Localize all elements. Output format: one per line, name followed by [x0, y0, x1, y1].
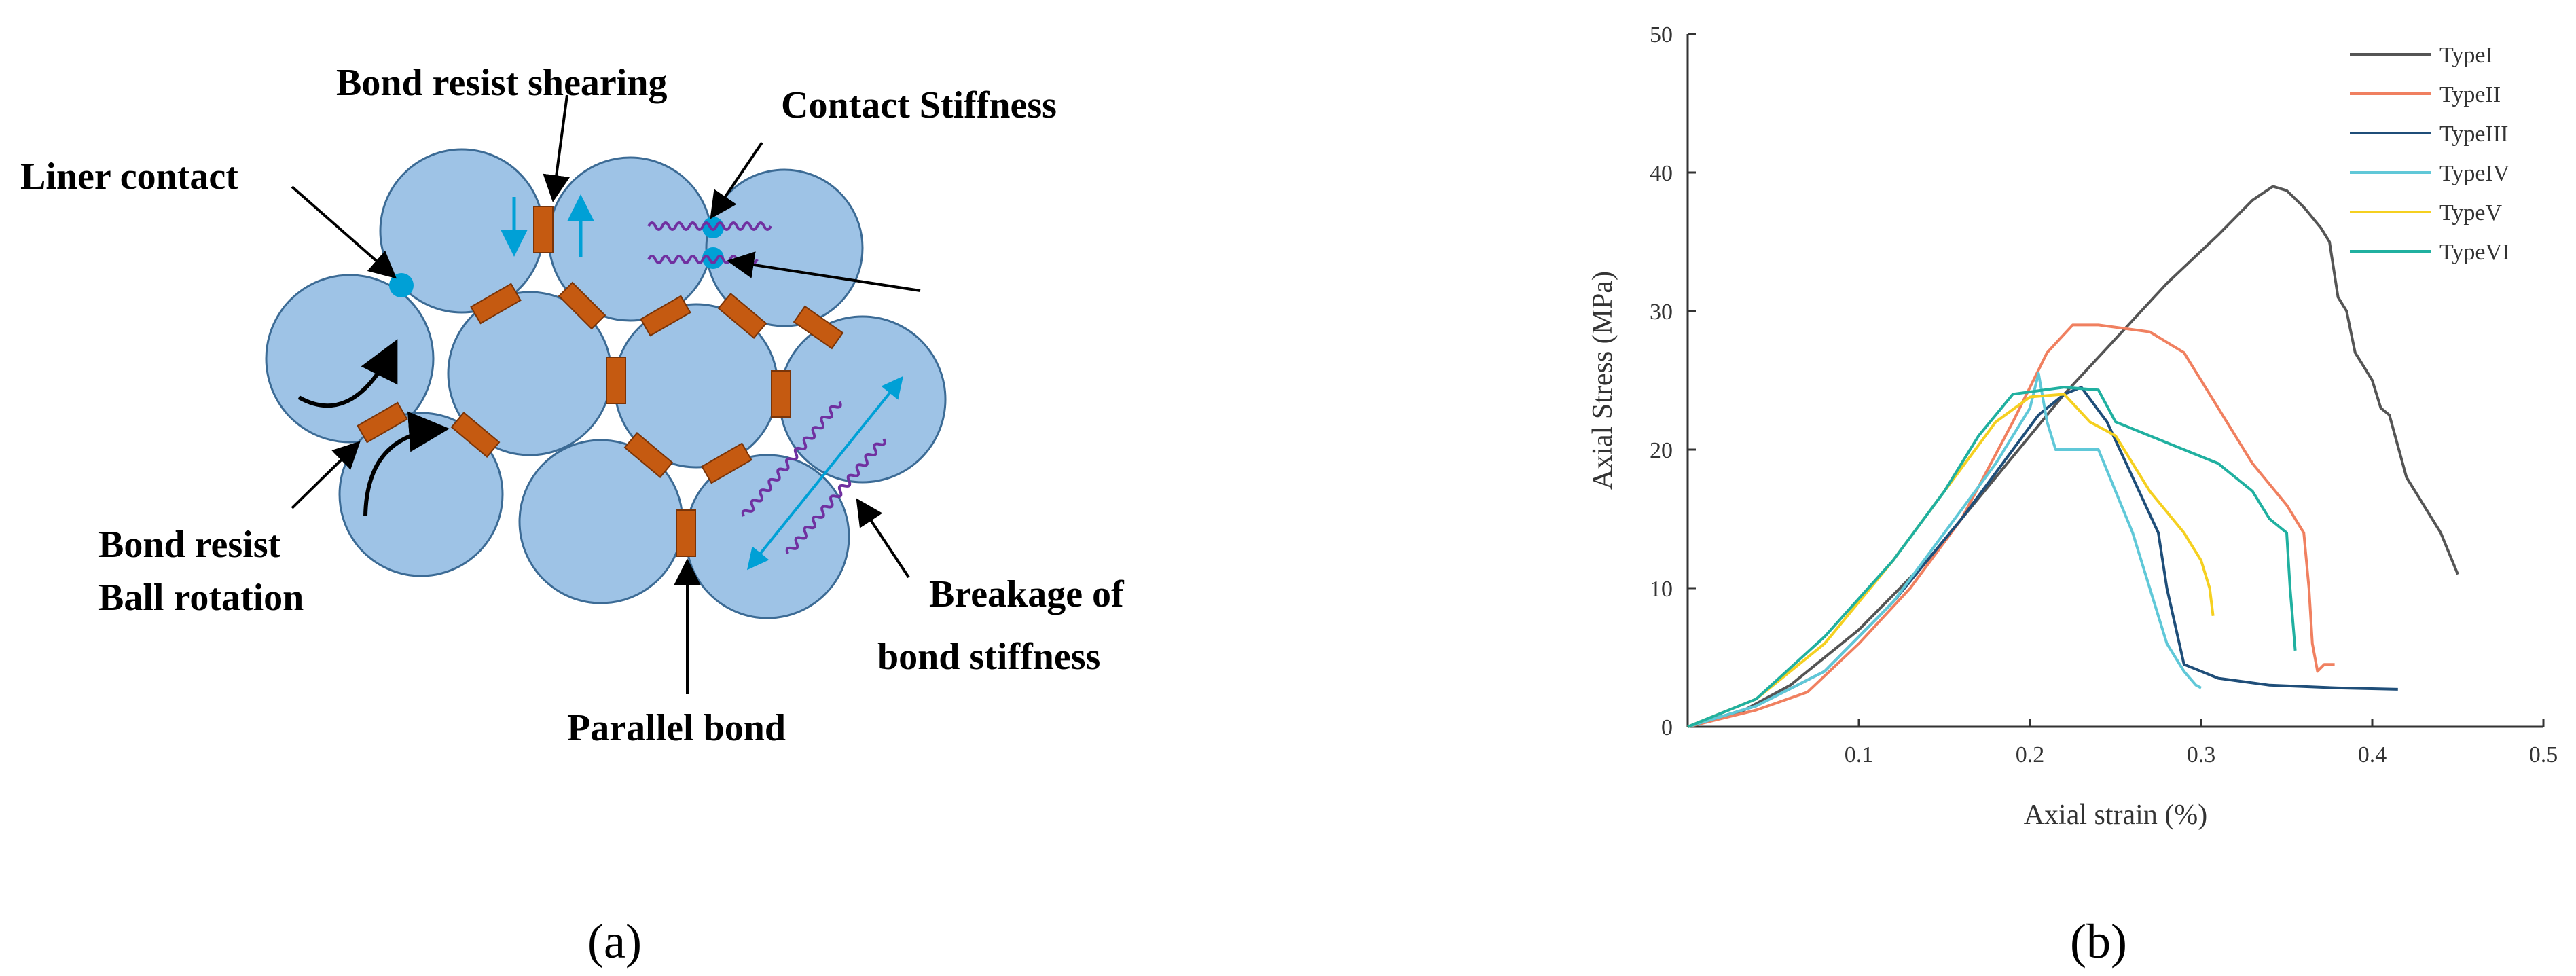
parallel-bond: [533, 206, 554, 253]
legend-label: TypeIV: [2439, 161, 2510, 186]
leader-arrow-icon: [543, 94, 570, 202]
label-liner-contact: Liner contact: [20, 156, 238, 198]
parallel-bond: [470, 283, 522, 325]
y-tick-label: 50: [1650, 22, 1673, 48]
leader-arrow-icon: [727, 251, 921, 292]
parallel-bond: [717, 293, 767, 339]
label-ball-rotation: Ball rotation: [98, 577, 304, 619]
series-line-typeiii: [1687, 386, 2398, 728]
parallel-bond: [357, 401, 408, 444]
series-line-typeii: [1687, 323, 2335, 728]
parallel-bond: [623, 432, 674, 478]
y-tick-label: 40: [1650, 161, 1673, 186]
y-tick-label: 0: [1661, 715, 1673, 740]
parallel-bond: [771, 370, 791, 418]
x-tick-label: 0.1: [1845, 742, 1874, 767]
legend-label: TypeI: [2439, 43, 2493, 68]
parallel-bond: [676, 509, 696, 557]
leader-arrow-icon: [291, 441, 361, 509]
label-contact-stiffness: Contact Stiffness: [781, 84, 1057, 126]
parallel-bond: [640, 295, 691, 337]
legend-label: TypeII: [2439, 82, 2501, 107]
label-bond-stiffness: bond stiffness: [877, 636, 1100, 678]
leader-arrow-icon: [856, 498, 910, 579]
parallel-bond: [701, 442, 752, 484]
x-tick-label: 0.5: [2529, 742, 2558, 767]
y-tick-label: 10: [1650, 577, 1673, 602]
series-lines: [1687, 185, 2459, 728]
y-tick-label: 20: [1650, 438, 1673, 463]
label-breakage: Breakage of: [929, 573, 1125, 615]
legend: TypeI TypeII TypeIII TypeIV TypeV TypeVI: [2350, 43, 2510, 265]
series-line-typeiv: [1687, 372, 2202, 728]
label-parallel-bond: Parallel bond: [567, 707, 786, 749]
contact-spring-icon: [647, 221, 772, 231]
parallel-bond: [558, 281, 606, 330]
x-ticks: 0.1 0.2 0.3 0.4 0.5: [1845, 719, 2558, 767]
caption-b: (b): [2070, 914, 2127, 969]
contact-dot: [702, 247, 724, 269]
parallel-bond: [450, 412, 501, 458]
x-axis-label: Axial strain (%): [2024, 799, 2208, 831]
series-line-typei: [1687, 185, 2459, 728]
particle: [705, 168, 864, 327]
particle: [778, 315, 947, 484]
label-bond-resist-shearing: Bond resist shearing: [336, 62, 667, 104]
leader-arrow-icon: [710, 141, 763, 219]
leader-arrow-icon: [291, 185, 397, 279]
legend-label: TypeVI: [2439, 240, 2509, 265]
parallel-bond: [793, 305, 844, 350]
bond-spring-icon: [741, 401, 842, 517]
bond-spring-icon: [785, 438, 886, 554]
y-tick-label: 30: [1650, 300, 1673, 325]
caption-a: (a): [587, 914, 642, 969]
y-ticks: 0 10 20 30 40 50: [1650, 22, 1696, 740]
contact-dot: [702, 217, 724, 238]
legend-label: TypeIII: [2439, 122, 2508, 147]
rotation-arrow-icon: [297, 339, 398, 408]
parallel-bond: [606, 357, 626, 404]
series-line-typevi: [1687, 386, 2297, 728]
rotation-arrow-icon: [363, 411, 450, 517]
x-tick-label: 0.4: [2358, 742, 2387, 767]
series-line-typev: [1687, 393, 2215, 728]
label-bond-resist: Bond resist: [98, 524, 280, 566]
bond-stiffness-double-arrow-icon: [746, 376, 904, 571]
panel-a-diagram: Liner contact Bond resist shearing Conta…: [20, 62, 1125, 749]
y-axis-label: Axial Stress (MPa): [1587, 271, 1618, 490]
liner-contact-dot: [389, 273, 414, 297]
x-tick-label: 0.3: [2187, 742, 2216, 767]
legend-label: TypeV: [2439, 200, 2502, 225]
x-tick-label: 0.2: [2016, 742, 2045, 767]
